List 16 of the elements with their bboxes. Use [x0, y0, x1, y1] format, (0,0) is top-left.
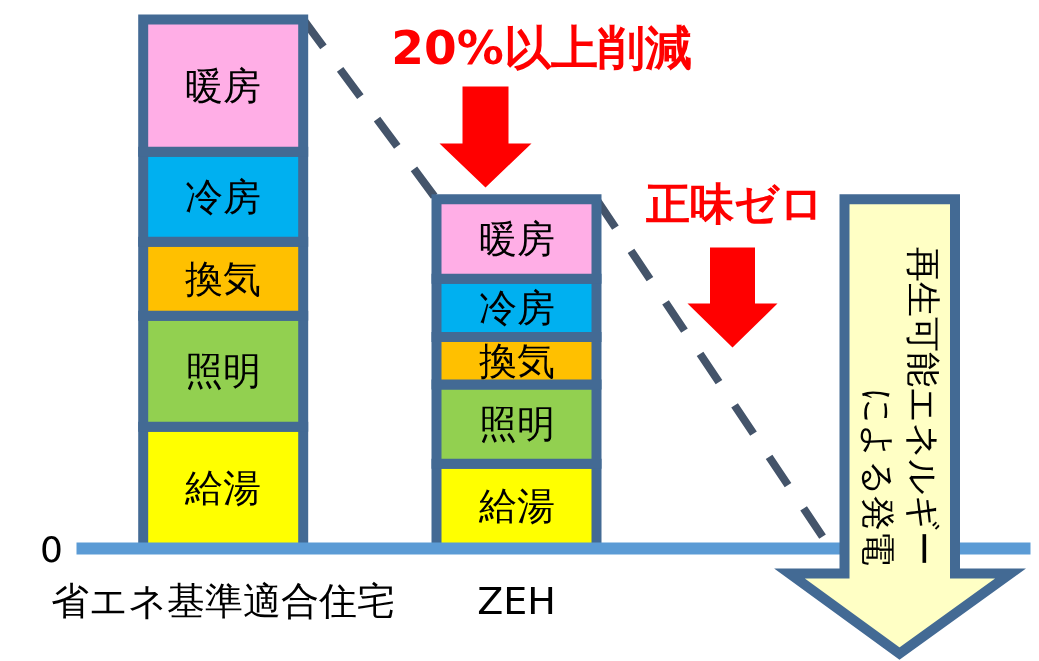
series-label: 冷房 — [478, 285, 555, 330]
text: 給湯 — [185, 465, 262, 510]
text: 暖房 — [185, 63, 262, 108]
annotation: 20%以上削減 — [391, 20, 692, 75]
text: 再生可能エネルギーによる発電 — [857, 246, 943, 566]
series-label: 照明 — [478, 402, 555, 447]
text: 冷房 — [185, 174, 262, 219]
annotation: 正味ゼロ — [645, 178, 824, 229]
series-label: 暖房 — [478, 217, 555, 262]
x-tick-label: 省エネ基準適合住宅 — [51, 578, 396, 623]
series-label: 換気 — [478, 338, 555, 383]
series-label: 給湯 — [477, 484, 555, 529]
x-tick-label: ZEH — [477, 578, 556, 623]
text: 照明 — [185, 349, 262, 394]
text: 0 — [40, 528, 63, 570]
text: 換気 — [185, 256, 262, 301]
